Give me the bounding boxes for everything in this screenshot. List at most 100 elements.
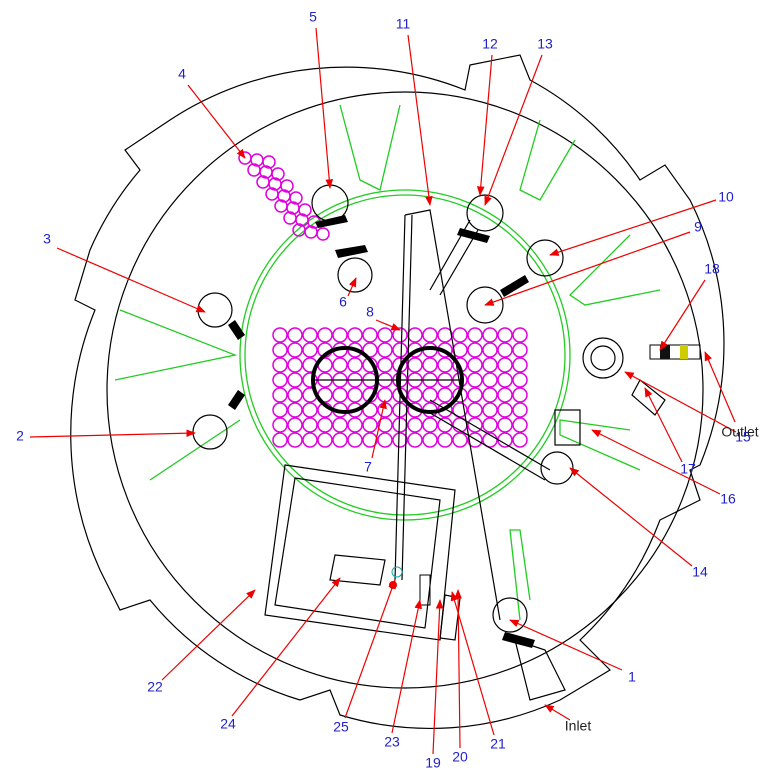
ball: [348, 418, 362, 432]
ball: [303, 418, 317, 432]
callout-label: 9: [694, 219, 702, 235]
ball: [393, 418, 407, 432]
ball: [348, 388, 362, 402]
ball: [513, 418, 527, 432]
leader-arrow: [316, 28, 330, 188]
leader-arrow: [570, 468, 692, 566]
ball: [423, 358, 437, 372]
ball: [513, 358, 527, 372]
ball: [378, 328, 392, 342]
pipes: [395, 210, 550, 620]
filter-baskets: [313, 348, 462, 412]
callout-label: 7: [364, 459, 372, 475]
ball: [498, 328, 512, 342]
ball: [378, 343, 392, 357]
ball: [438, 358, 452, 372]
callout-label: 14: [692, 564, 708, 580]
callout-label: 23: [384, 734, 400, 750]
callout-label: 18: [704, 261, 720, 277]
ball: [498, 388, 512, 402]
leader-arrow: [550, 200, 716, 255]
ball: [303, 343, 317, 357]
ball: [288, 328, 302, 342]
ball: [273, 433, 287, 447]
leader-arrow: [345, 580, 395, 718]
ball: [288, 358, 302, 372]
ball: [333, 418, 347, 432]
leader-arrow: [188, 85, 245, 158]
ball: [468, 358, 482, 372]
ball: [468, 328, 482, 342]
leader-arrow: [433, 600, 440, 754]
ball: [483, 343, 497, 357]
ball: [468, 373, 482, 387]
ball: [317, 228, 329, 240]
ball: [423, 328, 437, 342]
callout-label: Outlet: [721, 424, 758, 440]
ball: [288, 373, 302, 387]
ball: [438, 388, 452, 402]
ball: [318, 433, 332, 447]
callout-label: 8: [366, 304, 374, 320]
leader-arrow: [162, 590, 255, 680]
ball: [273, 358, 287, 372]
ball: [483, 328, 497, 342]
ball: [303, 328, 317, 342]
ball: [408, 418, 422, 432]
diagram: 1234567891011121314151617181920212223242…: [0, 0, 776, 772]
ball: [408, 358, 422, 372]
leader-arrow: [452, 592, 494, 735]
callout-label: 5: [309, 9, 317, 25]
ribs: [115, 105, 660, 620]
ball: [468, 343, 482, 357]
ball: [318, 418, 332, 432]
ball: [273, 388, 287, 402]
ball: [288, 433, 302, 447]
ball: [453, 433, 467, 447]
ball: [348, 328, 362, 342]
ball: [363, 328, 377, 342]
ball: [498, 373, 512, 387]
ball: [483, 418, 497, 432]
ball: [453, 328, 467, 342]
callouts: 1234567891011121314151617181920212223242…: [16, 9, 759, 771]
ball: [498, 403, 512, 417]
leader-arrow: [408, 35, 430, 205]
ball: [318, 328, 332, 342]
leader-arrow: [485, 55, 542, 205]
ball: [498, 358, 512, 372]
callout-label: 25: [333, 719, 349, 735]
ball: [423, 388, 437, 402]
ball: [408, 328, 422, 342]
ball: [288, 403, 302, 417]
leader-arrow: [480, 55, 492, 195]
control-box: [265, 465, 460, 640]
callout-label: 22: [147, 679, 163, 695]
ball: [348, 433, 362, 447]
ball: [273, 373, 287, 387]
leader-arrow: [30, 433, 195, 437]
ball: [513, 373, 527, 387]
leader-arrow: [705, 352, 735, 422]
ball: [513, 328, 527, 342]
leader-arrow: [348, 278, 356, 296]
ball: [393, 343, 407, 357]
ball: [273, 343, 287, 357]
ball: [378, 388, 392, 402]
ball: [333, 328, 347, 342]
ball: [288, 343, 302, 357]
ball: [483, 403, 497, 417]
ball: [483, 358, 497, 372]
tank-drawing: [71, 55, 724, 728]
callout-label: 20: [452, 749, 468, 765]
ball: [273, 418, 287, 432]
ball: [333, 358, 347, 372]
ball: [513, 343, 527, 357]
ball: [378, 433, 392, 447]
leader-arrow: [625, 372, 736, 432]
ball: [363, 418, 377, 432]
callout-label: 13: [537, 36, 553, 52]
ball: [498, 343, 512, 357]
callout-label: 2: [16, 428, 24, 444]
ball: [303, 403, 317, 417]
